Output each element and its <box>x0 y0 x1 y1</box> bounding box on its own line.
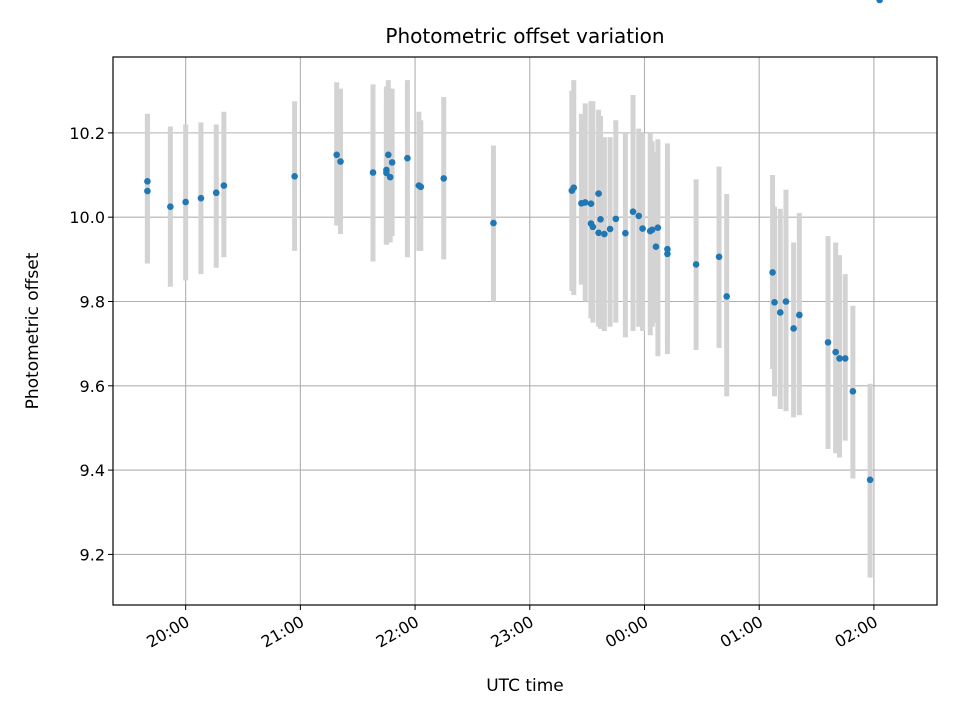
data-point <box>629 208 637 216</box>
data-point <box>606 225 614 233</box>
chart-title: Photometric offset variation <box>385 24 664 48</box>
data-point <box>782 298 790 305</box>
data-point <box>197 194 205 202</box>
plot-frame <box>112 56 938 606</box>
y-tick-label: 9.8 <box>80 292 105 311</box>
data-point <box>440 175 448 182</box>
data-point <box>692 261 700 268</box>
data-point <box>386 173 394 181</box>
data-point <box>664 250 671 258</box>
data-point <box>635 212 643 220</box>
y-tick-label: 10.2 <box>69 124 105 143</box>
y-tick-label: 9.6 <box>80 377 105 396</box>
data-point <box>490 219 497 227</box>
data-point <box>595 190 602 197</box>
data-point <box>612 215 620 223</box>
data-point <box>587 200 595 207</box>
data-point <box>849 387 857 395</box>
data-point <box>220 182 228 189</box>
data-point <box>654 224 662 232</box>
data-point <box>595 229 602 237</box>
data-point <box>876 0 883 4</box>
point-layer <box>144 0 883 484</box>
data-point <box>790 325 797 332</box>
data-point <box>570 184 578 191</box>
y-tick-label: 9.4 <box>80 461 105 480</box>
data-point <box>796 311 803 319</box>
data-point <box>664 245 671 253</box>
data-point <box>144 187 151 195</box>
data-point <box>417 183 425 191</box>
data-point <box>212 189 220 197</box>
data-point <box>144 178 151 185</box>
data-point <box>832 348 839 356</box>
data-point <box>652 243 660 250</box>
data-point <box>333 151 340 159</box>
data-point <box>771 299 778 306</box>
data-point <box>581 199 589 206</box>
data-point <box>597 215 604 223</box>
data-point <box>769 269 776 276</box>
data-point <box>404 154 411 162</box>
y-tick-label: 10.0 <box>69 208 105 227</box>
data-point <box>841 355 849 362</box>
data-point <box>836 355 843 362</box>
data-point <box>383 169 390 177</box>
data-point <box>776 309 784 316</box>
data-point <box>866 476 874 484</box>
y-axis-title: Photometric offset <box>23 252 43 409</box>
data-point <box>601 230 608 238</box>
data-point <box>291 172 298 180</box>
data-point <box>622 229 629 237</box>
data-point <box>639 225 646 232</box>
data-point <box>723 293 730 300</box>
errorbar-layer <box>144 80 873 578</box>
data-point <box>824 339 832 346</box>
data-point <box>167 203 174 210</box>
data-point <box>388 159 396 166</box>
data-point <box>589 223 597 231</box>
data-point <box>648 226 656 234</box>
data-point <box>715 253 723 261</box>
data-point <box>182 198 189 206</box>
data-point <box>385 151 392 159</box>
data-point <box>369 169 377 176</box>
x-axis-title: UTC time <box>486 676 564 696</box>
data-point <box>337 158 344 165</box>
y-tick-label: 9.2 <box>80 545 105 564</box>
